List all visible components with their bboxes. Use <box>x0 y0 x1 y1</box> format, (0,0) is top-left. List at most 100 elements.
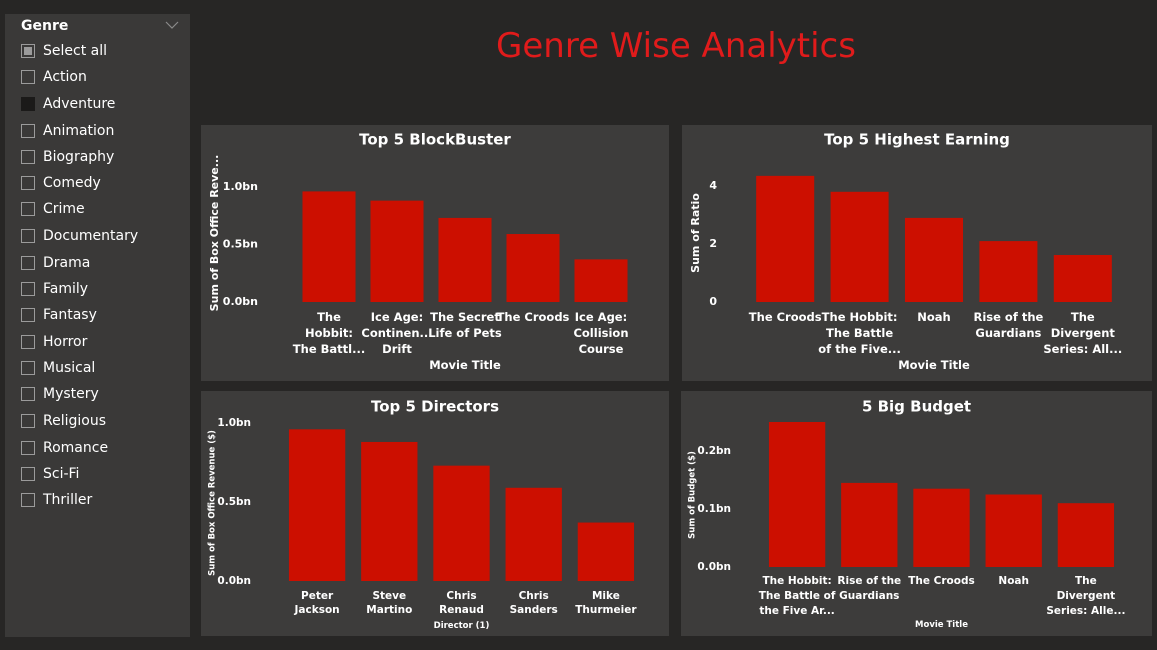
slicer-checkbox[interactable] <box>21 282 35 296</box>
slicer-checkbox[interactable] <box>21 124 35 138</box>
y-tick-label: 0.5bn <box>223 237 258 250</box>
y-tick-label: 1.0bn <box>223 180 258 193</box>
slicer-checkbox[interactable] <box>21 70 35 84</box>
x-tick-label: The Divergent Series: All... <box>1043 310 1122 356</box>
slicer-item-horror[interactable]: Horror <box>21 332 87 352</box>
chart-top5-directors: Top 5 Directors 0.0bn 0.5bn 1.0bn Sum of Box… <box>201 391 669 636</box>
x-tick-label: Noah <box>917 310 950 324</box>
bar[interactable] <box>913 488 970 567</box>
slicer-checkbox[interactable] <box>21 335 35 349</box>
bar[interactable] <box>979 241 1038 302</box>
bar[interactable] <box>302 191 356 302</box>
slicer-item-mystery[interactable]: Mystery <box>21 384 99 404</box>
slicer-checkbox[interactable] <box>21 44 35 58</box>
x-tick-label: Mike Thurmeier <box>575 590 637 616</box>
slicer-item-musical[interactable]: Musical <box>21 358 95 378</box>
chevron-down-icon[interactable] <box>165 20 179 30</box>
slicer-item-label: Crime <box>43 201 85 217</box>
slicer-item-label: Drama <box>43 255 91 271</box>
slicer-item-sci-fi[interactable]: Sci-Fi <box>21 464 79 484</box>
chart-title: Top 5 Highest Earning <box>824 131 1010 149</box>
slicer-checkbox[interactable] <box>21 256 35 270</box>
slicer-item-fantasy[interactable]: Fantasy <box>21 305 97 325</box>
genre-slicer: Genre Select all Action Adventure Animation… <box>5 14 190 637</box>
bar[interactable] <box>577 522 635 581</box>
x-tick-label: Noah <box>998 575 1029 587</box>
slicer-item-action[interactable]: Action <box>21 67 87 87</box>
bar[interactable] <box>904 217 964 302</box>
x-tick-label: Peter Jackson <box>294 590 340 616</box>
slicer-item-label: Documentary <box>43 228 139 244</box>
bar[interactable] <box>574 259 628 302</box>
slicer-checkbox[interactable] <box>21 493 35 507</box>
bar[interactable] <box>1053 255 1112 302</box>
slicer-checkbox[interactable] <box>21 202 35 216</box>
bar[interactable] <box>370 200 424 302</box>
x-tick-label: The Hobbit: The Battl... <box>293 310 365 356</box>
slicer-item-romance[interactable]: Romance <box>21 438 108 458</box>
chart-title: Top 5 Directors <box>371 398 499 416</box>
x-tick-label: Ice Age: Continen... Drift <box>361 310 432 356</box>
slicer-checkbox[interactable] <box>21 229 35 243</box>
slicer-item-drama[interactable]: Drama <box>21 253 90 273</box>
slicer-item-family[interactable]: Family <box>21 279 88 299</box>
bar[interactable] <box>830 191 889 302</box>
slicer-checkbox[interactable] <box>21 308 35 322</box>
bar[interactable] <box>288 429 346 581</box>
bar[interactable] <box>985 494 1042 568</box>
x-axis-label: Movie Title <box>898 358 970 372</box>
x-tick-label: Steve Martino <box>366 590 412 616</box>
slicer-item-label: Sci-Fi <box>43 466 80 482</box>
bar[interactable] <box>756 175 815 302</box>
slicer-item-documentary[interactable]: Documentary <box>21 226 138 246</box>
x-tick-label: Chris Sanders <box>510 590 558 616</box>
slicer-item-label: Horror <box>43 334 88 350</box>
x-axis-label: Movie Title <box>429 358 501 372</box>
slicer-checkbox[interactable] <box>21 176 35 190</box>
y-tick-label: 0.0bn <box>697 561 731 573</box>
slicer-checkbox[interactable] <box>21 361 35 375</box>
slicer-checkbox[interactable] <box>21 467 35 481</box>
slicer-item-biography[interactable]: Biography <box>21 147 114 167</box>
y-tick-label: 0.0bn <box>217 575 251 587</box>
slicer-item-religious[interactable]: Religious <box>21 411 106 431</box>
slicer-item-label: Religious <box>43 413 106 429</box>
bar[interactable] <box>361 441 418 581</box>
slicer-checkbox[interactable] <box>21 150 35 164</box>
bar[interactable] <box>768 422 826 567</box>
bar[interactable] <box>841 482 898 567</box>
x-axis-label: Director (1) <box>434 621 490 631</box>
chart-svg: Top 5 Highest Earning 0 2 4 Sum of Ratio The … <box>689 131 1122 373</box>
x-tick-label: The Divergent Series: Alle... <box>1046 575 1125 617</box>
y-tick-label: 0.0bn <box>223 295 258 308</box>
y-axis-label: Sum of Box Office Reve... <box>208 155 221 312</box>
y-tick-label: 0 <box>709 295 717 308</box>
slicer-checkbox[interactable] <box>21 97 35 111</box>
slicer-item-select-all[interactable]: Select all <box>21 41 107 61</box>
x-axis-label: Movie Title <box>915 620 968 630</box>
bar[interactable] <box>433 465 490 581</box>
slicer-item-label: Musical <box>43 360 96 376</box>
slicer-checkbox[interactable] <box>21 387 35 401</box>
x-tick-label: Rise of the Guardians <box>973 310 1043 340</box>
slicer-item-label: Mystery <box>43 386 99 402</box>
slicer-item-animation[interactable]: Animation <box>21 121 114 141</box>
slicer-item-comedy[interactable]: Comedy <box>21 173 101 193</box>
slicer-item-crime[interactable]: Crime <box>21 199 85 219</box>
x-tick-label: Ice Age: Collision Course <box>573 310 628 356</box>
bar[interactable] <box>438 217 492 302</box>
bar[interactable] <box>1057 503 1115 567</box>
slicer-item-adventure[interactable]: Adventure <box>21 94 115 114</box>
x-tick-label: The Croods <box>908 575 975 587</box>
bar[interactable] <box>506 234 560 302</box>
slicer-item-thriller[interactable]: Thriller <box>21 490 92 510</box>
x-tick-label: The Croods <box>497 310 570 324</box>
chart-title: Top 5 BlockBuster <box>359 131 511 149</box>
slicer-checkbox[interactable] <box>21 414 35 428</box>
slicer-item-label: Fantasy <box>43 307 97 323</box>
bar[interactable] <box>505 487 562 581</box>
y-tick-label: 2 <box>709 237 717 250</box>
slicer-checkbox[interactable] <box>21 441 35 455</box>
